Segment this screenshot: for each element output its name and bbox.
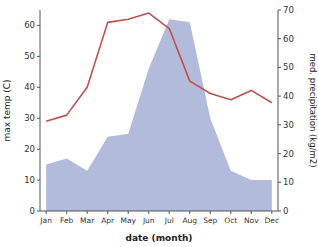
x-axis-label: date (month) (126, 233, 193, 243)
y-tick (37, 25, 40, 26)
y2-tick-label: 20 (283, 149, 294, 159)
x-tick (169, 211, 170, 214)
y-tick-label: 50 (24, 51, 35, 61)
x-tick (107, 211, 108, 214)
x-tick-label: Feb (60, 216, 74, 225)
x-tick-label: Oct (224, 216, 237, 225)
x-tick-label: Jan (39, 216, 52, 225)
x-tick-label: Aug (182, 216, 197, 225)
x-tick (148, 211, 149, 214)
y2-tick (278, 182, 281, 183)
y-tick-label: 40 (24, 82, 35, 92)
y2-axis-line (278, 10, 279, 211)
x-tick-label: Sep (203, 216, 217, 225)
y-axis-label: max temp (C) (2, 79, 12, 141)
y-tick (37, 180, 40, 181)
y-tick (37, 118, 40, 119)
y-tick (37, 149, 40, 150)
x-tick (271, 211, 272, 214)
x-tick-label: Jun (142, 216, 155, 225)
y2-tick-label: 40 (283, 91, 294, 101)
y2-tick-label: 50 (283, 62, 294, 72)
y2-tick (278, 96, 281, 97)
chart-container: 0 10 20 30 40 50 60 0 10 20 30 40 50 60 70 Jan Feb Mar Apr… (0, 0, 318, 247)
y2-tick-label: 10 (283, 177, 294, 187)
y-tick-label: 60 (24, 20, 35, 30)
y2-tick (278, 10, 281, 11)
x-tick-label: Jul (164, 216, 174, 225)
y2-tick (278, 153, 281, 154)
x-tick (128, 211, 129, 214)
y2-tick (278, 67, 281, 68)
x-tick (46, 211, 47, 214)
y2-tick-label: 0 (283, 206, 288, 216)
temperature-line (46, 13, 272, 121)
y2-tick-label: 70 (283, 5, 294, 15)
x-tick-label: Dec (265, 216, 280, 225)
x-tick (189, 211, 190, 214)
x-tick-label: Nov (244, 216, 259, 225)
x-tick-label: Apr (101, 216, 115, 225)
y-tick (37, 87, 40, 88)
x-axis-line (40, 211, 278, 212)
y-tick-label: 30 (24, 113, 35, 123)
x-tick (230, 211, 231, 214)
precipitation-area (46, 19, 272, 211)
x-tick (66, 211, 67, 214)
y-tick-label: 20 (24, 144, 35, 154)
y2-tick (278, 38, 281, 39)
plot-area (46, 13, 272, 211)
x-tick (251, 211, 252, 214)
x-tick-label: May (120, 216, 136, 225)
y-tick (37, 56, 40, 57)
y2-tick-label: 60 (283, 34, 294, 44)
x-tick (210, 211, 211, 214)
chart: 0 10 20 30 40 50 60 0 10 20 30 40 50 60 70 Jan Feb Mar Apr… (0, 0, 318, 247)
y2-tick-label: 30 (283, 120, 294, 130)
x-tick-label: Mar (80, 216, 95, 225)
y2-axis-label: med. precipitation (kg/m2) (308, 53, 318, 167)
x-tick (87, 211, 88, 214)
y-axis-line (40, 10, 41, 211)
y2-tick (278, 124, 281, 125)
y2-tick (278, 211, 281, 212)
y-tick (37, 211, 40, 212)
y-tick-label: 0 (30, 206, 35, 216)
y-tick-label: 10 (24, 175, 35, 185)
